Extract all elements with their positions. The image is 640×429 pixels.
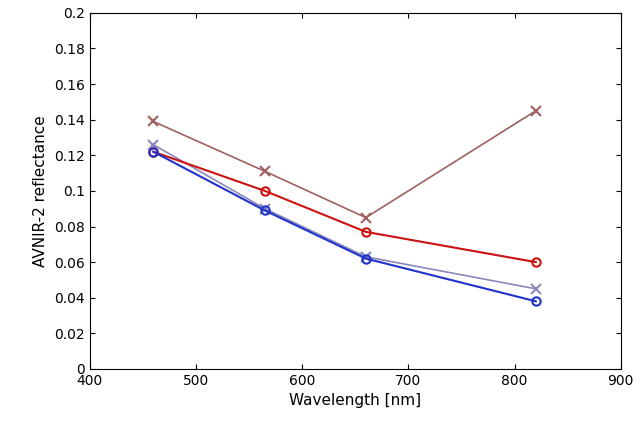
- Line: discoloration circle: discoloration circle: [149, 148, 540, 266]
- discoloration circle: [261, 188, 269, 193]
- non-discoloration cross: [261, 206, 269, 211]
- non-discoloration circle: [362, 256, 370, 261]
- non-discoloration cross: [532, 286, 540, 291]
- Line: non-discoloration circle: non-discoloration circle: [149, 148, 540, 305]
- discoloration cross: [362, 215, 370, 220]
- non-discoloration circle: [532, 299, 540, 304]
- discoloration circle: [150, 149, 157, 154]
- non-discoloration cross: [150, 142, 157, 147]
- discoloration cross: [532, 108, 540, 113]
- Line: discoloration cross: discoloration cross: [148, 106, 541, 223]
- Line: non-discoloration cross: non-discoloration cross: [148, 140, 541, 294]
- X-axis label: Wavelength [nm]: Wavelength [nm]: [289, 393, 421, 408]
- non-discoloration circle: [150, 149, 157, 154]
- non-discoloration circle: [261, 208, 269, 213]
- discoloration circle: [532, 260, 540, 265]
- discoloration cross: [150, 119, 157, 124]
- Y-axis label: AVNIR-2 reflectance: AVNIR-2 reflectance: [33, 115, 48, 267]
- discoloration cross: [261, 169, 269, 174]
- non-discoloration cross: [362, 254, 370, 260]
- discoloration circle: [362, 229, 370, 234]
